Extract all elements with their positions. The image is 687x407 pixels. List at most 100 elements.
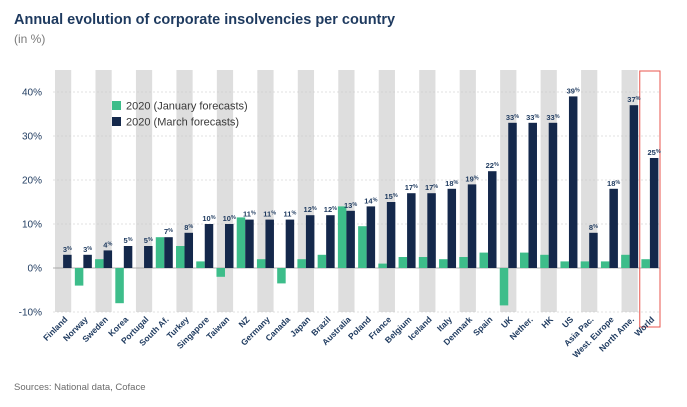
- bar-january: [297, 259, 306, 268]
- x-tick-label: World: [632, 314, 656, 338]
- bar-january: [74, 268, 84, 286]
- y-tick-label: 10%: [22, 220, 42, 231]
- bar-march: [326, 215, 335, 268]
- data-label: 7%: [164, 227, 173, 236]
- bar-january: [641, 259, 650, 268]
- bar-march: [629, 105, 639, 268]
- data-label: 14%: [364, 196, 377, 205]
- data-label: 5%: [124, 236, 133, 245]
- bar-march: [366, 206, 376, 268]
- bar-january: [277, 268, 286, 284]
- data-label: 8%: [589, 223, 598, 232]
- bar-january: [479, 252, 489, 268]
- bar-march: [164, 237, 173, 268]
- legend-label-january: 2020 (January forecasts): [126, 101, 248, 113]
- bar-march: [386, 202, 396, 268]
- data-label: 17%: [405, 183, 418, 192]
- bar-january: [176, 246, 185, 268]
- bar-january: [378, 263, 387, 268]
- bar-march: [548, 122, 558, 268]
- data-label: 25%: [648, 148, 661, 157]
- bar-january: [540, 254, 549, 268]
- bar-march: [63, 254, 72, 268]
- data-label: 37%: [627, 95, 640, 104]
- bar-january: [358, 226, 367, 268]
- bar-march: [83, 254, 92, 268]
- data-label: 12%: [324, 205, 337, 214]
- data-label: 11%: [243, 210, 256, 219]
- bar-january: [560, 261, 569, 268]
- bar-march: [508, 122, 517, 268]
- bar-march: [103, 250, 113, 268]
- bar-january: [600, 261, 610, 268]
- bar-march: [447, 188, 457, 268]
- data-label: 3%: [83, 245, 92, 254]
- chart-title: Annual evolution of corporate insolvenci…: [14, 12, 396, 28]
- bar-january: [256, 259, 266, 268]
- data-label: 8%: [184, 223, 193, 232]
- data-label: 15%: [384, 192, 397, 201]
- bar-march: [265, 219, 274, 268]
- y-tick-label: -10%: [19, 308, 42, 319]
- bar-january: [95, 259, 104, 268]
- bar-january: [439, 259, 448, 268]
- column-stripe: [338, 70, 355, 312]
- bar-march: [528, 122, 537, 268]
- bar-march: [184, 232, 194, 268]
- bar-march: [467, 184, 477, 268]
- legend-label-march: 2020 (March forecasts): [126, 117, 239, 129]
- y-tick-label: 30%: [22, 132, 42, 143]
- data-label: 22%: [486, 161, 499, 170]
- data-label: 18%: [607, 179, 620, 188]
- column-stripe: [378, 70, 395, 312]
- x-tick-label: Taiwan: [204, 314, 231, 341]
- legend-swatch-march: [112, 117, 121, 126]
- x-tick-label: Japan: [288, 314, 312, 338]
- y-tick-label: 0%: [28, 264, 43, 275]
- x-tick-label: NZ: [237, 314, 252, 329]
- y-tick-label: 40%: [22, 88, 42, 99]
- bar-january: [398, 257, 408, 268]
- bar-march: [488, 171, 497, 268]
- bar-january: [519, 252, 529, 268]
- bar-march: [346, 210, 355, 268]
- data-label: 11%: [284, 210, 297, 219]
- bar-march: [144, 246, 153, 268]
- data-label: 11%: [263, 210, 276, 219]
- data-label: 5%: [144, 236, 153, 245]
- bar-march: [407, 193, 416, 268]
- data-label: 33%: [526, 113, 539, 122]
- bar-january: [115, 268, 124, 304]
- column-stripe: [581, 70, 598, 312]
- bar-january: [216, 268, 225, 277]
- data-label: 19%: [465, 174, 478, 183]
- data-label: 18%: [445, 179, 458, 188]
- bar-january: [580, 261, 590, 268]
- bar-march: [204, 224, 214, 268]
- column-stripe: [297, 70, 315, 312]
- bar-january: [499, 268, 509, 306]
- data-label: 3%: [63, 245, 72, 254]
- bar-january: [155, 237, 165, 268]
- column-stripe: [95, 70, 112, 312]
- data-label: 10%: [223, 214, 236, 223]
- bar-march: [427, 193, 436, 268]
- bar-march: [589, 232, 598, 268]
- bar-january: [317, 254, 327, 268]
- chart-subtitle: (in %): [14, 32, 46, 46]
- data-label: 4%: [103, 240, 112, 249]
- legend-swatch-january: [112, 101, 121, 110]
- bar-january: [196, 261, 205, 268]
- data-label: 12%: [304, 205, 317, 214]
- bar-january: [418, 257, 428, 268]
- data-label: 33%: [506, 113, 519, 122]
- x-tick-label: UK: [499, 314, 515, 330]
- data-label: 10%: [202, 214, 215, 223]
- bar-march: [285, 219, 295, 268]
- bar-march: [568, 96, 578, 269]
- bar-march: [305, 215, 315, 268]
- data-label: 39%: [567, 86, 580, 95]
- bar-january: [621, 254, 630, 268]
- column-stripe: [55, 70, 72, 312]
